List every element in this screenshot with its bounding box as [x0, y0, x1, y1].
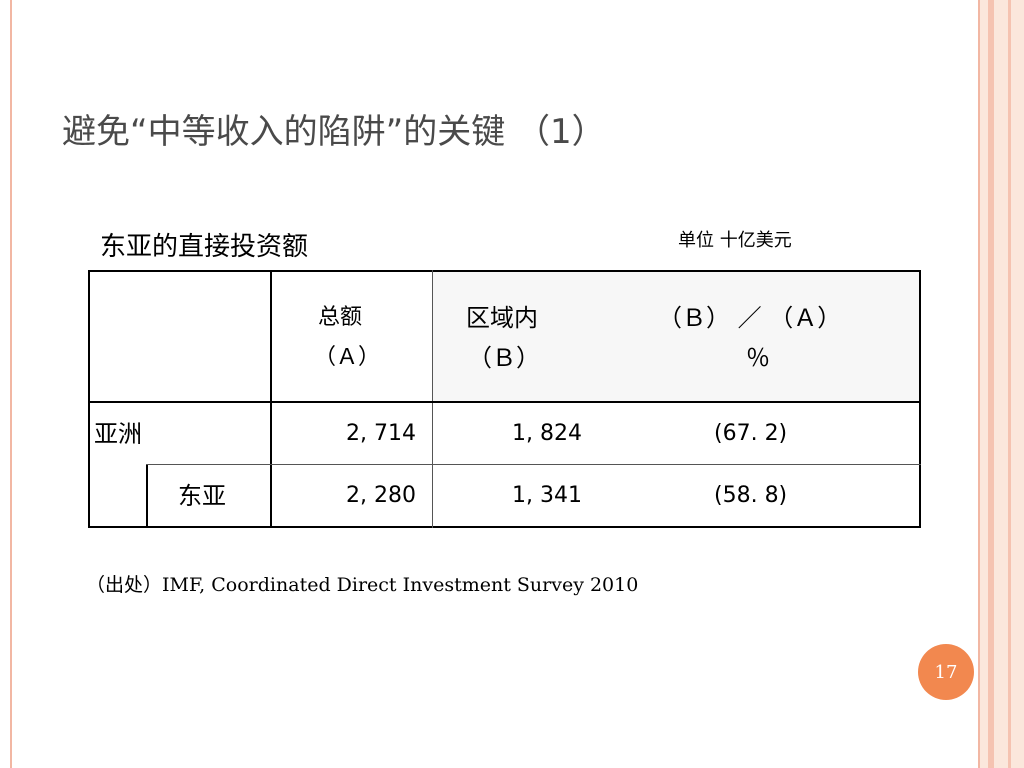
- cell-total: 2, 280: [346, 483, 416, 508]
- col-divider: [146, 464, 148, 528]
- frame-right-line: [1008, 0, 1011, 768]
- frame-right-line: [978, 0, 980, 768]
- frame-right-band: [978, 0, 1024, 768]
- cell-intra: 1, 824: [512, 421, 582, 446]
- table-border: [88, 270, 921, 528]
- row-divider: [88, 401, 921, 403]
- row-label-asia: 亚洲: [94, 420, 142, 448]
- header-ratio-unit: ％: [746, 344, 770, 372]
- row-label-east-asia: 东亚: [178, 482, 226, 510]
- frame-left-line: [10, 0, 12, 768]
- source-note: （出处）IMF, Coordinated Direct Investment S…: [86, 574, 639, 596]
- row-divider: [146, 464, 921, 465]
- investment-table: 总额 （Ａ） 区域内 （Ｂ） （Ｂ） ／ （Ａ） ％ 亚洲 2, 714 1, …: [88, 270, 921, 528]
- cell-total: 2, 714: [346, 421, 416, 446]
- header-total: 总额: [318, 305, 363, 330]
- cell-ratio: (58. 8): [714, 483, 788, 508]
- col-divider: [270, 270, 272, 528]
- header-ratio: （Ｂ） ／ （Ａ）: [658, 304, 842, 332]
- header-shade: [433, 272, 919, 402]
- frame-right-line: [988, 0, 994, 768]
- header-total-code: （Ａ）: [314, 345, 381, 370]
- col-divider: [432, 270, 433, 528]
- cell-intra: 1, 341: [512, 483, 582, 508]
- header-intra-code: （Ｂ）: [468, 344, 540, 372]
- unit-label: 单位 十亿美元: [678, 230, 792, 251]
- cell-ratio: (67. 2): [714, 421, 788, 446]
- header-intra: 区域内: [466, 304, 538, 332]
- page-number-badge: 17: [918, 644, 974, 700]
- slide-title: 避免“中等收入的陷阱”的关键 （1）: [62, 112, 606, 152]
- table-caption: 东亚的直接投资额: [100, 232, 309, 262]
